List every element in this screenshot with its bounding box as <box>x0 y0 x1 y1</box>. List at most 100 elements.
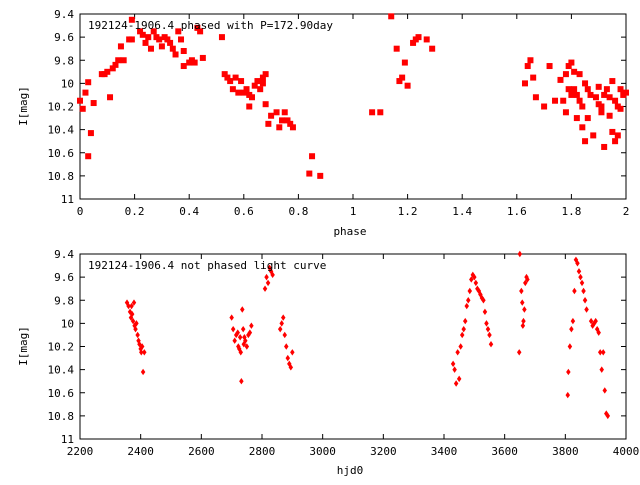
data-point <box>614 132 621 139</box>
data-point <box>237 334 243 341</box>
data-point <box>623 89 629 96</box>
data-point <box>617 105 624 112</box>
x-axis-label: phase <box>333 225 366 238</box>
data-point <box>178 36 185 43</box>
data-point <box>128 36 135 43</box>
data-point <box>461 325 466 333</box>
data-point <box>279 117 286 124</box>
y-tick-label: 11 <box>61 193 74 206</box>
data-point <box>129 302 134 310</box>
data-point <box>129 310 135 318</box>
data-point <box>247 329 253 336</box>
data-point <box>288 364 294 371</box>
data-point <box>404 82 411 89</box>
data-point <box>546 63 553 70</box>
x-tick-label: 0 <box>77 205 84 218</box>
data-point <box>593 317 598 325</box>
data-point <box>240 325 246 333</box>
data-point <box>276 124 283 131</box>
data-point <box>268 112 275 119</box>
data-point <box>172 51 179 58</box>
y-tick-label: 10 <box>61 317 74 330</box>
data-point <box>573 115 580 122</box>
data-point <box>169 45 176 52</box>
data-point <box>270 271 275 279</box>
data-point <box>568 59 575 66</box>
data-point <box>469 276 474 283</box>
data-point <box>601 143 608 150</box>
data-point <box>264 273 269 281</box>
data-point <box>606 112 613 119</box>
x-tick-label: 3600 <box>491 445 518 458</box>
data-point <box>232 337 237 344</box>
data-point <box>238 78 245 85</box>
data-point <box>584 86 591 93</box>
data-point <box>317 172 324 179</box>
data-point <box>530 74 537 81</box>
data-point <box>139 343 145 350</box>
data-point <box>453 380 459 387</box>
data-point <box>582 80 589 87</box>
data-point <box>565 63 572 70</box>
x-tick-label: 2600 <box>188 445 215 458</box>
data-point <box>139 349 144 356</box>
data-point <box>229 314 234 321</box>
data-point <box>423 36 430 43</box>
data-point <box>289 124 296 131</box>
x-tick-label: 1.8 <box>561 205 581 218</box>
data-point <box>429 45 436 52</box>
data-point <box>240 306 245 313</box>
y-tick-label: 10.6 <box>48 147 75 160</box>
data-point <box>525 276 530 283</box>
x-tick-label: 1.6 <box>507 205 527 218</box>
chart-title: 192124-1906.4 phased with P=172.90day <box>88 19 333 32</box>
data-point <box>248 94 255 101</box>
data-point <box>519 287 524 295</box>
x-axis-label: hjd0 <box>337 464 364 477</box>
data-point <box>244 343 250 350</box>
data-point <box>175 28 182 35</box>
y-tick-label: 10.2 <box>48 101 75 114</box>
data-point <box>415 34 422 41</box>
data-point <box>481 297 486 304</box>
data-point <box>243 86 250 93</box>
y-tick-label: 9.8 <box>54 54 74 67</box>
data-point <box>459 331 465 339</box>
data-point <box>259 74 266 81</box>
data-point <box>281 109 288 116</box>
data-point <box>598 109 605 116</box>
data-point <box>462 317 468 325</box>
y-tick-label: 10.4 <box>48 364 75 377</box>
data-point <box>167 39 174 46</box>
data-point <box>77 97 83 104</box>
data-point <box>570 317 576 325</box>
data-point <box>562 71 569 78</box>
data-point <box>388 13 395 20</box>
data-point <box>573 91 580 98</box>
data-point <box>562 109 569 116</box>
data-point <box>601 91 608 98</box>
data-point <box>452 366 457 373</box>
data-point <box>235 89 242 96</box>
data-point <box>568 91 575 98</box>
data-point <box>142 39 149 46</box>
data-point <box>145 34 152 41</box>
data-point <box>287 120 294 127</box>
data-point <box>557 76 564 83</box>
data-point <box>479 294 485 302</box>
data-point <box>239 377 244 385</box>
data-point <box>262 71 269 78</box>
data-point <box>521 317 526 325</box>
data-point <box>306 170 313 177</box>
data-point <box>242 334 247 341</box>
data-point <box>137 28 144 35</box>
data-point <box>232 74 239 81</box>
data-point <box>282 331 287 339</box>
x-axis-ticks: 2200 2400 2600 2800 3000 3200 3400 3600 3800 4000 <box>67 254 639 458</box>
y-tick-label: 10.2 <box>48 341 75 354</box>
data-point <box>265 120 272 127</box>
data-point <box>156 36 163 43</box>
data-point <box>456 375 462 383</box>
data-point <box>517 250 523 258</box>
